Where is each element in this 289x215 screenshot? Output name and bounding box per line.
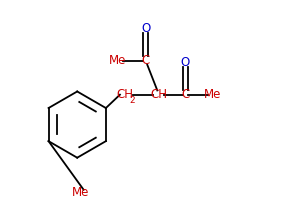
Text: 2: 2	[129, 95, 135, 104]
Text: CH: CH	[150, 88, 167, 101]
Text: Me: Me	[72, 186, 89, 200]
Text: CH: CH	[117, 88, 134, 101]
Text: Me: Me	[109, 54, 127, 67]
Text: C: C	[181, 88, 189, 101]
Text: C: C	[141, 54, 150, 67]
Text: Me: Me	[204, 88, 222, 101]
Text: O: O	[180, 56, 190, 69]
Text: O: O	[141, 22, 150, 35]
